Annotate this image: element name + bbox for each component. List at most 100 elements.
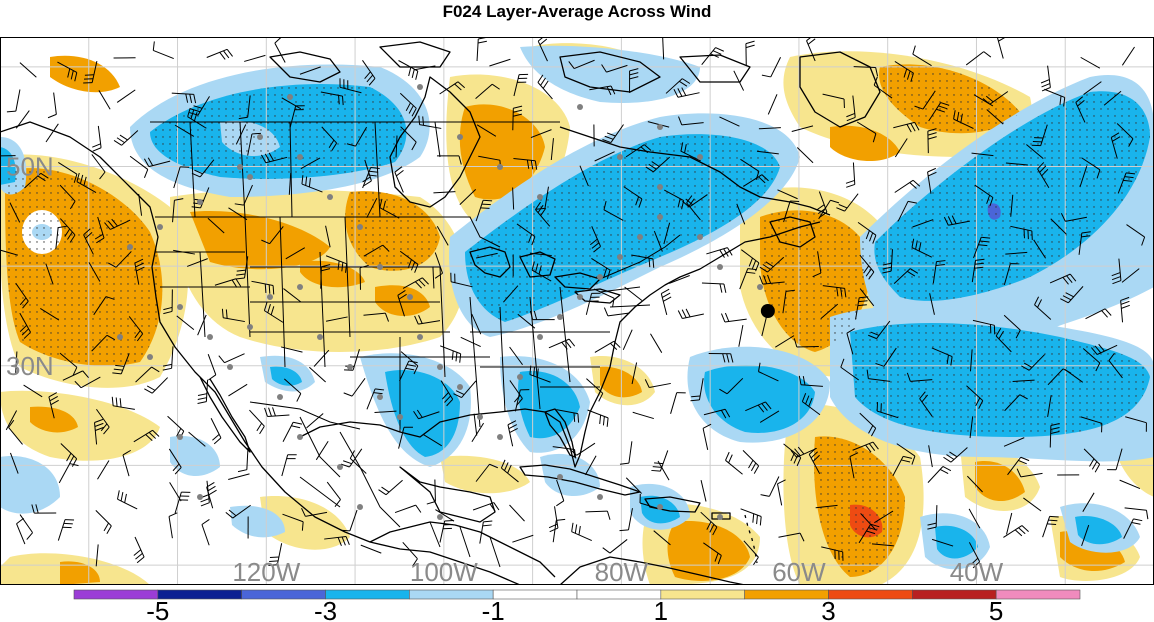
- wind-barb: [1060, 286, 1084, 304]
- wind-barb: [914, 90, 936, 110]
- station-dot: [377, 264, 383, 270]
- wind-barb: [172, 198, 184, 223]
- station-dot: [597, 274, 603, 280]
- colorbar-swatch: [492, 589, 578, 600]
- wind-barb: [434, 252, 444, 279]
- wind-barb: [112, 353, 130, 375]
- wind-barb: [472, 502, 500, 512]
- latitude-labels: 50N 30N: [6, 152, 54, 381]
- station-dot: [277, 394, 283, 400]
- wind-barb: [436, 225, 449, 246]
- wind-barb: [1007, 456, 1030, 476]
- wind-barb: [706, 247, 733, 258]
- lon-label: 120W: [232, 557, 300, 585]
- wind-barb: [778, 532, 805, 542]
- wind-barb: [340, 448, 363, 468]
- wind-barb: [320, 264, 331, 289]
- wind-barb: [972, 319, 996, 335]
- wind-barb: [701, 282, 727, 293]
- wind-barb: [619, 441, 633, 465]
- wind-barb: [1049, 273, 1077, 285]
- wind-barb: [74, 376, 101, 389]
- wind-barb: [866, 369, 891, 382]
- wind-barb: [686, 195, 701, 221]
- station-dot: [437, 364, 443, 370]
- wind-barb: [476, 252, 498, 259]
- wind-barb: [537, 37, 548, 62]
- wind-barb: [783, 443, 802, 467]
- station-dot: [317, 334, 323, 340]
- wind-barb: [88, 262, 101, 282]
- hudson-bay: [389, 76, 481, 208]
- wind-barb: [188, 431, 206, 447]
- wind-barb: [974, 184, 994, 207]
- wind-barb: [366, 388, 385, 410]
- wind-barb: [927, 505, 938, 530]
- wind-barb: [374, 410, 397, 414]
- wind-barb: [45, 123, 59, 143]
- wind-barb: [283, 288, 302, 303]
- wind-barb: [579, 165, 589, 187]
- wind-barb: [366, 198, 378, 219]
- wind-barb: [218, 353, 245, 364]
- wind-barbs: [0, 37, 1149, 569]
- wind-barb: [529, 310, 555, 321]
- wind-barb: [767, 94, 778, 115]
- wind-barb: [1037, 162, 1050, 189]
- wind-barb: [489, 58, 511, 67]
- wind-barb: [83, 228, 94, 255]
- wind-barb: [402, 542, 418, 567]
- station-dot: [327, 194, 333, 200]
- wind-barb: [343, 378, 366, 397]
- wind-barb: [601, 64, 628, 73]
- wind-barb: [57, 519, 75, 541]
- wind-barb: [1108, 353, 1123, 379]
- wind-barb: [395, 135, 398, 158]
- station-dot: [477, 414, 483, 420]
- colorbar-swatch: [744, 589, 829, 600]
- wind-barb: [761, 57, 781, 78]
- wind-barb: [968, 542, 981, 569]
- wind-barb: [197, 314, 207, 336]
- wind-barb: [586, 378, 604, 402]
- wind-barb: [1064, 369, 1084, 383]
- station-dot: [457, 134, 463, 140]
- station-dots: [117, 84, 763, 520]
- wind-barb: [288, 172, 292, 195]
- colorbar-tick-label: 3: [821, 596, 835, 622]
- wind-barb: [58, 162, 78, 183]
- map-panel: 50N 30N 120W 100W 80W 60W 40W: [0, 37, 1154, 585]
- wind-barb: [931, 347, 953, 366]
- wind-barb: [439, 520, 454, 543]
- wind-barb: [93, 296, 115, 316]
- wind-barb: [475, 463, 498, 482]
- wind-barb: [660, 288, 672, 316]
- wind-barb: [117, 490, 138, 510]
- wind-barb: [756, 150, 779, 155]
- wind-barb: [414, 315, 441, 325]
- lat-label: 30N: [6, 351, 54, 381]
- wind-barb: [400, 351, 419, 375]
- wind-barb: [363, 244, 390, 257]
- wind-barb: [176, 315, 195, 331]
- wind-barb: [1026, 144, 1044, 160]
- wind-barb: [912, 45, 932, 67]
- wind-barb: [97, 460, 110, 480]
- wind-barb: [1081, 524, 1090, 547]
- wind-barb: [433, 191, 456, 194]
- wind-barb: [1075, 96, 1086, 123]
- wind-barb: [402, 277, 429, 289]
- wind-barb: [911, 238, 932, 258]
- wind-barb: [894, 138, 908, 158]
- wind-barb: [602, 124, 624, 144]
- wind-barb: [673, 87, 700, 98]
- wind-barb: [59, 184, 76, 210]
- wind-barb: [927, 466, 952, 483]
- wind-barb: [928, 445, 933, 468]
- wind-barb: [475, 83, 500, 100]
- wind-barb: [1121, 46, 1135, 66]
- wind-barb: [168, 512, 178, 539]
- wind-barb: [821, 546, 844, 561]
- wind-barb: [91, 154, 106, 180]
- wind-barb: [306, 413, 324, 429]
